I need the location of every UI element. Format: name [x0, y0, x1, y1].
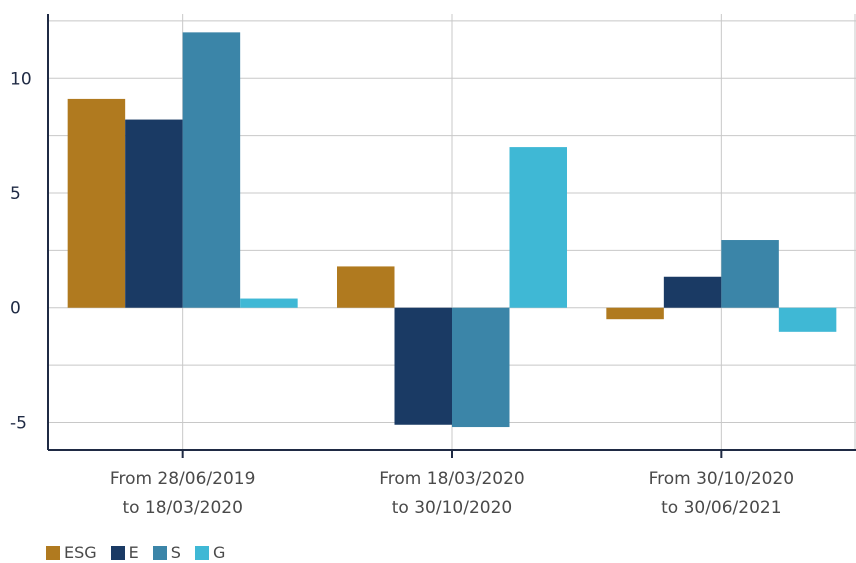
legend-swatch — [46, 545, 60, 560]
bar-e-3 — [663, 276, 722, 308]
bar-g-2 — [509, 147, 567, 308]
x-category-label: From 28/06/2019 — [110, 469, 256, 489]
bar-g-1 — [240, 298, 298, 308]
bar-g-3 — [778, 307, 837, 332]
legend-item-e: E — [110, 543, 139, 562]
legend-item-esg: ESG — [46, 543, 97, 562]
bar-e-1 — [125, 119, 183, 308]
legend-label: S — [170, 543, 181, 562]
legend-swatch — [152, 545, 167, 560]
bars — [67, 32, 837, 428]
x-category-label: to 30/10/2020 — [392, 498, 512, 518]
bar-esg-1 — [67, 98, 126, 308]
y-tick-label: 0 — [10, 299, 21, 319]
bar-esg-2 — [337, 266, 395, 308]
bar-s-2 — [452, 307, 510, 428]
legend-swatch — [194, 545, 209, 560]
y-tick-label: -5 — [10, 413, 27, 433]
bar-e-2 — [394, 307, 452, 425]
legend-label: G — [212, 543, 226, 562]
legend-label: ESG — [64, 543, 97, 562]
bar-s-1 — [182, 32, 241, 308]
y-tick-labels: -5 0 5 10 — [10, 69, 32, 433]
legend-item-g: G — [194, 543, 226, 562]
y-tick-label: 10 — [10, 69, 32, 89]
bar-s-3 — [721, 240, 779, 308]
y-tick-label: 5 — [10, 184, 21, 204]
x-category-label: to 30/06/2021 — [661, 498, 781, 518]
x-category-label: From 18/03/2020 — [379, 469, 525, 489]
legend-swatch — [110, 545, 125, 560]
x-category-label: to 18/03/2020 — [122, 498, 242, 518]
legend-label: E — [128, 543, 139, 562]
x-category-labels: From 28/06/2019 to 18/03/2020 From 18/03/2… — [110, 469, 794, 518]
legend-item-s: S — [152, 543, 181, 562]
axes — [47, 14, 856, 458]
x-category-label: From 30/10/2020 — [649, 469, 795, 489]
legend: ESG E S G — [46, 543, 239, 562]
bar-esg-3 — [606, 307, 664, 320]
